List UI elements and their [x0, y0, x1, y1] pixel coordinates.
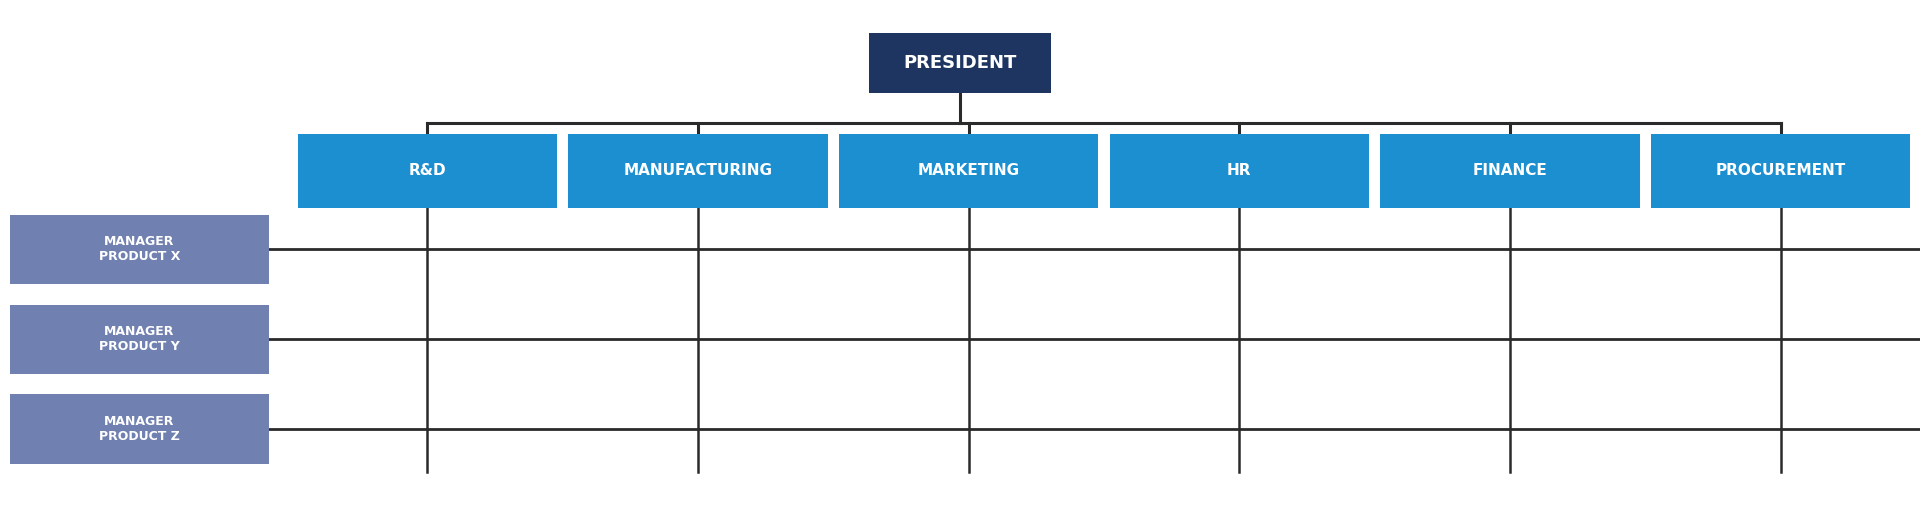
FancyBboxPatch shape — [10, 395, 269, 464]
FancyBboxPatch shape — [298, 134, 557, 208]
FancyBboxPatch shape — [10, 304, 269, 374]
Text: HR: HR — [1227, 163, 1252, 178]
Text: R&D: R&D — [409, 163, 445, 178]
Text: PROCUREMENT: PROCUREMENT — [1716, 163, 1845, 178]
FancyBboxPatch shape — [839, 134, 1098, 208]
Text: PRESIDENT: PRESIDENT — [902, 54, 1018, 72]
FancyBboxPatch shape — [568, 134, 828, 208]
FancyBboxPatch shape — [1651, 134, 1910, 208]
Text: MANAGER
PRODUCT X: MANAGER PRODUCT X — [98, 235, 180, 263]
Text: FINANCE: FINANCE — [1473, 163, 1548, 178]
Text: MARKETING: MARKETING — [918, 163, 1020, 178]
FancyBboxPatch shape — [1110, 134, 1369, 208]
FancyBboxPatch shape — [10, 215, 269, 284]
Text: MANUFACTURING: MANUFACTURING — [624, 163, 772, 178]
Text: MANAGER
PRODUCT Z: MANAGER PRODUCT Z — [98, 415, 180, 443]
Text: MANAGER
PRODUCT Y: MANAGER PRODUCT Y — [98, 325, 180, 353]
FancyBboxPatch shape — [1380, 134, 1640, 208]
FancyBboxPatch shape — [868, 33, 1050, 93]
